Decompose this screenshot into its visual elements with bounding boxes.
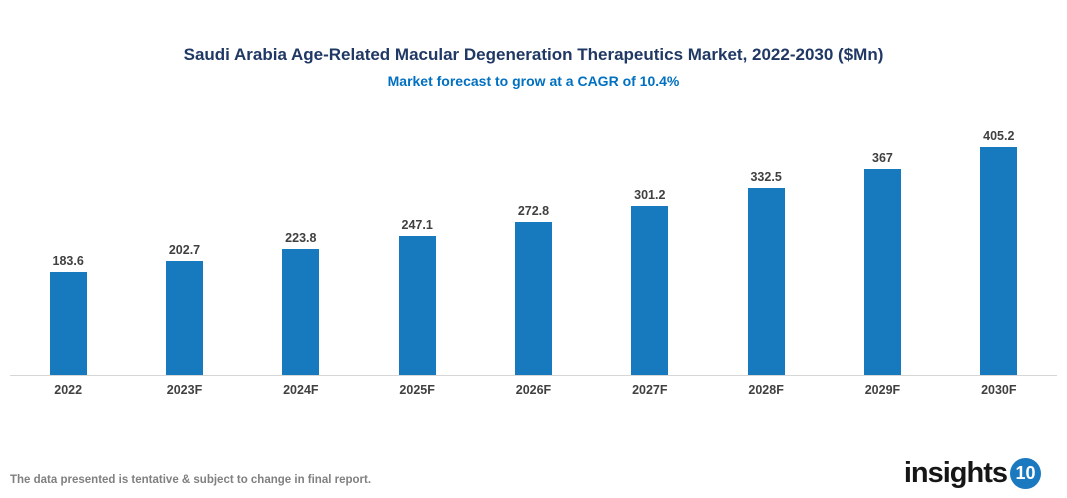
bar — [980, 147, 1018, 375]
bar-value-label: 202.7 — [168, 242, 201, 257]
bar — [165, 260, 203, 375]
bar-value-label: 332.5 — [750, 169, 782, 184]
bar — [631, 205, 669, 375]
logo-text: insights — [903, 457, 1008, 489]
bar-value-label: 247.1 — [401, 218, 433, 232]
bar-column: 367 — [824, 150, 940, 375]
bar-column: 405.2 — [941, 129, 1057, 375]
bar — [49, 271, 87, 375]
bar-column: 183.6 — [10, 254, 126, 375]
x-tick-label: 2026F — [515, 383, 552, 397]
x-tick-label: 2029F — [864, 383, 901, 397]
logo-badge-circle: 10 — [1010, 458, 1041, 489]
bar — [863, 168, 901, 375]
plot-area: 183.6 202.7 223.8 247.1 272.8 301.2 332.5 367 40… — [10, 90, 1057, 376]
bar-column: 272.8 — [475, 203, 591, 375]
x-tick-label: 2022 — [54, 383, 83, 397]
bar — [398, 236, 436, 375]
insights10-logo: insights 10 — [904, 457, 1041, 490]
bar-value-label: 367 — [872, 150, 893, 165]
x-axis-tick-row: 2022 2023F 2024F 2025F 2026F 2027F 2028F 2029F 2… — [10, 376, 1057, 397]
x-tick-label: 2024F — [283, 383, 319, 397]
bar-value-label: 223.8 — [285, 231, 317, 246]
bar-column: 247.1 — [359, 218, 475, 375]
bar-value-label: 405.2 — [983, 129, 1015, 143]
footer-disclaimer: The data presented is tentative & subjec… — [10, 474, 372, 486]
x-tick-label: 2028F — [748, 383, 784, 397]
x-tick-label: 2025F — [399, 383, 435, 397]
bar-value-label: 272.8 — [517, 203, 550, 218]
bar — [747, 187, 785, 375]
chart-subtitle: Market forecast to grow at a CAGR of 10.… — [387, 73, 680, 89]
bar — [282, 249, 320, 375]
bar-value-label: 183.6 — [52, 253, 84, 268]
bar-value-label: 301.2 — [634, 187, 666, 202]
bar-column: 223.8 — [243, 231, 359, 375]
x-tick-label: 2023F — [166, 383, 203, 397]
x-tick-label: 2030F — [981, 383, 1017, 397]
bar-column: 332.5 — [708, 170, 824, 375]
bar — [514, 221, 552, 375]
x-tick-label: 2027F — [632, 383, 668, 397]
bar-column: 202.7 — [126, 243, 242, 375]
bar-column: 301.2 — [592, 187, 708, 375]
chart-title: Saudi Arabia Age-Related Macular Degener… — [183, 45, 884, 64]
